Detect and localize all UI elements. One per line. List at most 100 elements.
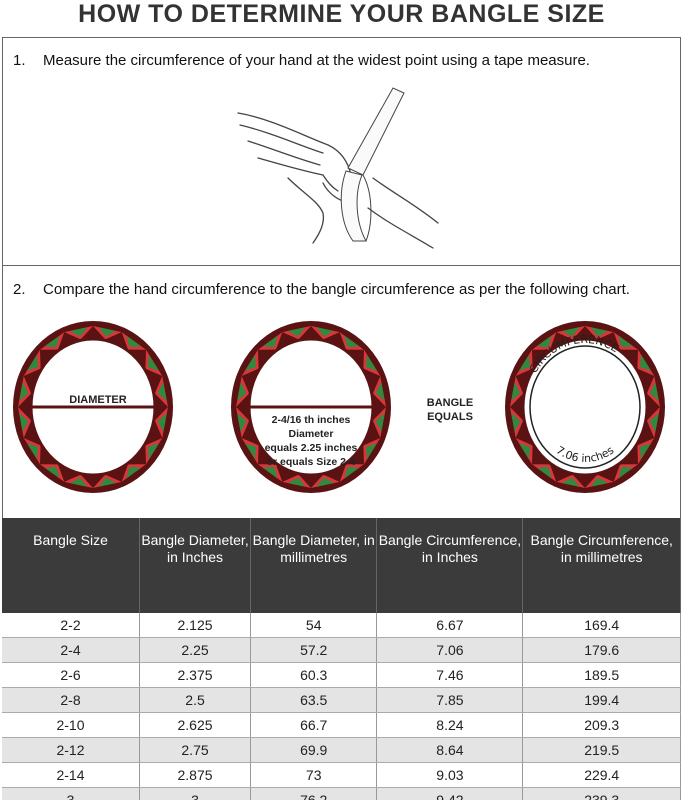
ring-green-triangle	[639, 354, 652, 371]
ring-green-triangle	[344, 466, 360, 479]
table-cell: 209.3	[522, 712, 681, 738]
table-cell: 2.75	[139, 737, 252, 763]
ring-green-triangle	[287, 327, 306, 337]
table-cell: 169.4	[522, 613, 681, 638]
table-row: 2-2 2.125 54 6.67 169.4	[2, 613, 681, 638]
ring-green-triangle	[365, 443, 378, 460]
circumference-line	[529, 345, 641, 469]
column-header: Bangle Size	[2, 518, 140, 613]
ring-green-triangle	[561, 477, 580, 487]
ring-green-triangle	[262, 466, 278, 479]
table-cell: 7.46	[376, 662, 524, 688]
bangle-equals-label: BANGLE EQUALS	[420, 396, 480, 424]
table-cell: 9.03	[376, 762, 524, 788]
ring-green-triangle	[126, 466, 142, 479]
hand-measuring-illustration	[237, 87, 439, 249]
table-body: 2-2 2.125 54 6.67 169.4 2-4 2.25 57.2 7.06 179.6 2…	[2, 613, 681, 800]
table-cell: 73	[250, 762, 378, 788]
ring-green-triangle	[44, 466, 60, 479]
table-row: 2-4 2.25 57.2 7.06 179.6	[2, 637, 681, 663]
table-cell: 3	[139, 787, 252, 800]
ring-red-triangle	[121, 332, 147, 350]
ring-green-triangle	[69, 477, 88, 487]
ring-green-triangle	[237, 382, 247, 401]
table-cell: 8.64	[376, 737, 524, 763]
table-row: 2-8 2.5 63.5 7.85 199.4	[2, 687, 681, 713]
table-cell: 2-12	[2, 737, 140, 763]
equals-line: EQUALS	[427, 411, 473, 423]
ring-green-triangle	[262, 335, 278, 348]
table-cell: 219.5	[522, 737, 681, 763]
ring-green-triangle	[375, 382, 385, 401]
ring-green-triangle	[536, 466, 552, 479]
table-cell: 2.875	[139, 762, 252, 788]
table-cell: 199.4	[522, 687, 681, 713]
table-cell: 239.3	[522, 787, 681, 800]
ring-green-triangle	[26, 354, 39, 371]
ring-green-triangle	[147, 443, 160, 460]
ring-green-triangle	[98, 327, 117, 337]
ring-green-triangle	[237, 413, 247, 432]
step-1-text: 1. Measure the circumference of your hand…	[13, 52, 590, 69]
ring-red-triangle	[613, 332, 639, 350]
ring-red-triangle	[339, 332, 365, 350]
ring-red-triangle	[531, 332, 557, 350]
table-cell: 229.4	[522, 762, 681, 788]
example-line: or equals Size 2-4	[266, 456, 356, 468]
table-row: 2-14 2.875 73 9.03 229.4	[2, 762, 681, 788]
column-header: Bangle Diameter, in Inches	[139, 518, 252, 613]
table-row: 2-10 2.625 66.7 8.24 209.3	[2, 712, 681, 738]
ring-green-triangle	[26, 443, 39, 460]
bangle-diameter	[13, 321, 173, 493]
ring-green-triangle	[649, 382, 659, 401]
step-instruction: Compare the hand circumference to the ba…	[43, 281, 630, 298]
step-2-text: 2. Compare the hand circumference to the …	[13, 281, 630, 298]
ring-green-triangle	[511, 382, 521, 401]
table-cell: 2-4	[2, 637, 140, 663]
ring-green-triangle	[44, 335, 60, 348]
table-cell: 69.9	[250, 737, 378, 763]
table-cell: 60.3	[250, 662, 378, 688]
ring-red-triangle	[339, 464, 365, 482]
table-cell: 2.625	[139, 712, 252, 738]
column-header: Bangle Diameter, in millimetres	[250, 518, 378, 613]
table-cell: 7.06	[376, 637, 524, 663]
tape-measure	[340, 87, 405, 242]
ring-green-triangle	[518, 354, 531, 371]
ring-green-triangle	[375, 413, 385, 432]
ring-green-triangle	[287, 477, 306, 487]
ring-green-triangle	[316, 327, 335, 337]
table-cell: 54	[250, 613, 378, 638]
ring-inner	[521, 337, 649, 477]
table-cell: 2.375	[139, 662, 252, 688]
step-1-panel: 1. Measure the circumference of your hand…	[2, 37, 681, 267]
table-cell: 7.85	[376, 687, 524, 713]
circumference-value: 7.06 inches	[554, 443, 617, 465]
table-cell: 2-14	[2, 762, 140, 788]
ring-red-triangle	[257, 464, 283, 482]
ring-red-triangle	[257, 332, 283, 350]
table-cell: 8.24	[376, 712, 524, 738]
table-header-row: Bangle Size Bangle Diameter, in Inches Ban…	[2, 518, 681, 613]
table-cell: 2-8	[2, 687, 140, 713]
table-cell: 63.5	[250, 687, 378, 713]
diameter-label: DIAMETER	[69, 394, 127, 406]
ring-red-triangle	[613, 464, 639, 482]
step-instruction: Measure the circumference of your hand a…	[43, 52, 590, 69]
table-row: 2-6 2.375 60.3 7.46 189.5	[2, 662, 681, 688]
ring-green-triangle	[244, 443, 257, 460]
ring-green-triangle	[649, 413, 659, 432]
example-line: equals 2.25 inches	[264, 442, 358, 454]
table-cell: 2.25	[139, 637, 252, 663]
table-cell: 3	[2, 787, 140, 800]
bangle-example	[231, 321, 391, 493]
ring-green-triangle	[365, 354, 378, 371]
ring-green-triangle	[536, 335, 552, 348]
table-cell: 66.7	[250, 712, 378, 738]
ring-green-triangle	[98, 477, 117, 487]
table-row: 3 3 76.2 9.42 239.3	[2, 787, 681, 800]
table-cell: 76.2	[250, 787, 378, 800]
column-header: Bangle Circumference, in Inches	[376, 518, 524, 613]
table-cell: 2-6	[2, 662, 140, 688]
